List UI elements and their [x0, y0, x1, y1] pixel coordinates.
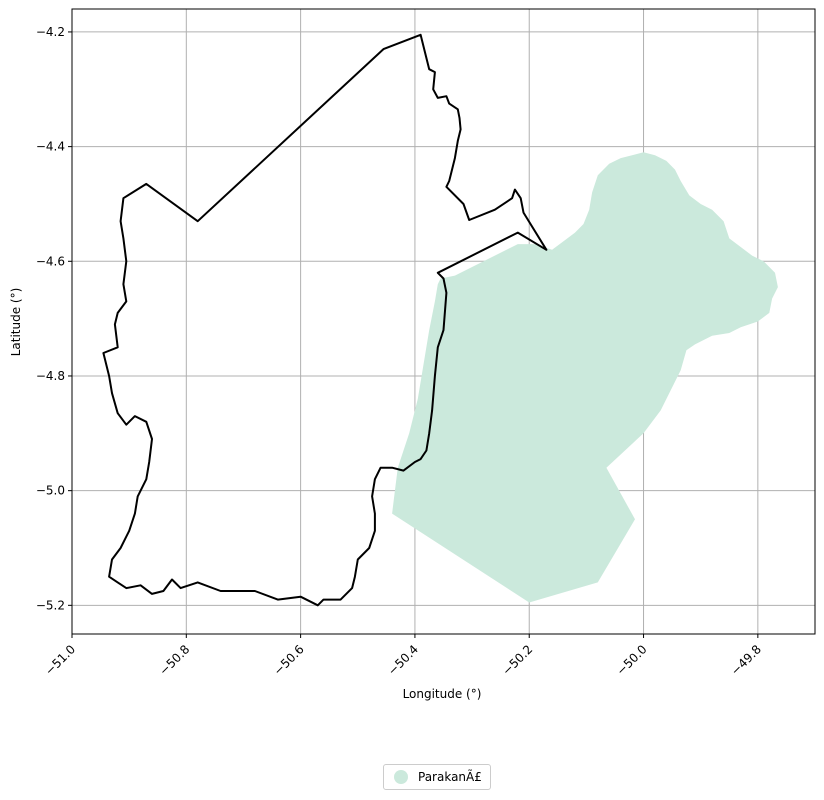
x-tick-label: −50.0 [614, 642, 650, 678]
region-layer [392, 152, 778, 603]
y-tick-label: −5.2 [36, 598, 65, 612]
legend: ParakanÃ£ [383, 764, 491, 790]
y-tick-label: −4.8 [36, 369, 65, 383]
outline-layer [102, 33, 548, 607]
y-tick-label: −4.4 [36, 140, 65, 154]
plot-frame [71, 8, 816, 635]
boundary-outline [102, 33, 548, 607]
x-tick-label: −49.8 [728, 642, 764, 678]
y-tick-label: −4.6 [36, 254, 65, 268]
y-axis-label: Latitude (°) [9, 288, 23, 357]
x-tick-label: −50.4 [385, 642, 421, 678]
x-tick-label: −51.0 [42, 642, 78, 678]
region-polygon [392, 152, 778, 603]
x-tick-label: −50.2 [499, 642, 535, 678]
y-tick-label: −4.2 [36, 25, 65, 39]
legend-marker [394, 770, 408, 784]
x-axis-label: Longitude (°) [403, 687, 482, 701]
y-axis-ticks: −4.2 −4.4 −4.6 −4.8 −5.0 −5.2 [36, 25, 72, 612]
x-axis-ticks: −51.0 −50.8 −50.6 −50.4 −50.2 −50.0 −49.8 [42, 634, 764, 678]
x-tick-label: −50.6 [271, 642, 307, 678]
y-tick-label: −5.0 [36, 484, 65, 498]
legend-label: ParakanÃ£ [418, 770, 482, 784]
x-tick-label: −50.8 [157, 642, 193, 678]
